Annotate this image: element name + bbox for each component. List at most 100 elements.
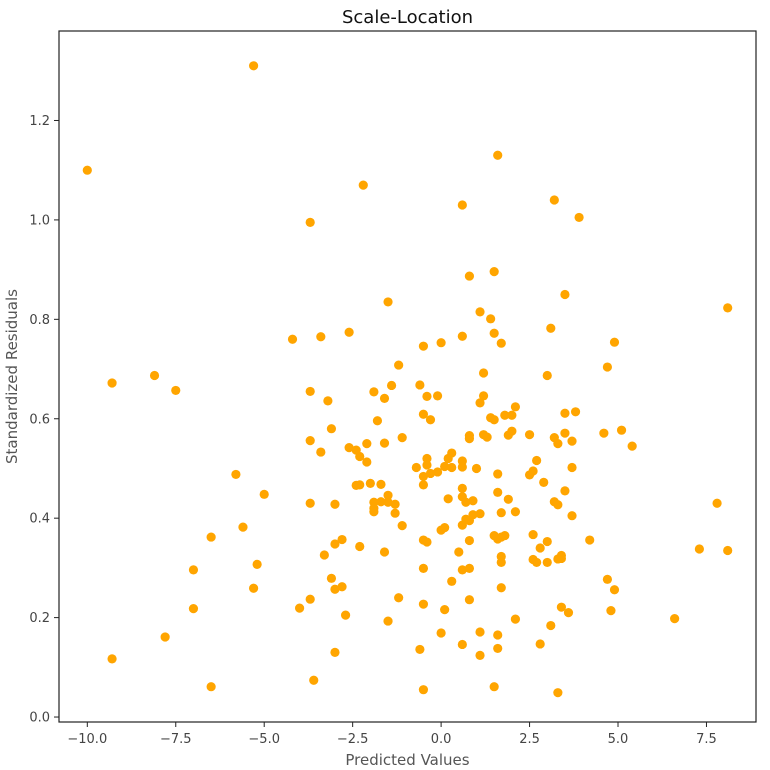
scatter-point bbox=[489, 682, 499, 692]
scatter-point bbox=[457, 565, 467, 575]
scatter-point bbox=[376, 497, 386, 507]
scatter-point bbox=[556, 602, 567, 612]
x-tick-label: 5.0 bbox=[608, 732, 629, 747]
scatter-point bbox=[305, 217, 315, 227]
scatter-point bbox=[493, 487, 503, 497]
scatter-point bbox=[510, 507, 521, 517]
scatter-point bbox=[440, 605, 450, 615]
scatter-point bbox=[560, 289, 570, 300]
scatter-point bbox=[616, 425, 627, 435]
scatter-point bbox=[560, 408, 570, 418]
scatter-point bbox=[330, 584, 340, 594]
scatter-point bbox=[602, 574, 613, 584]
scatter-point bbox=[567, 462, 577, 473]
scatter-point bbox=[383, 497, 393, 507]
scatter-point bbox=[507, 426, 517, 436]
x-axis-label: Predicted Values bbox=[345, 751, 469, 769]
scatter-point bbox=[447, 576, 457, 586]
scatter-point bbox=[379, 547, 390, 557]
scatter-point bbox=[259, 489, 269, 499]
scatter-point bbox=[330, 647, 340, 658]
scatter-point bbox=[418, 409, 429, 419]
scatter-point bbox=[447, 462, 457, 473]
scatter-point bbox=[503, 494, 513, 504]
scatter-point bbox=[457, 639, 467, 650]
scatter-point bbox=[553, 439, 563, 449]
scatter-point bbox=[287, 334, 298, 344]
scatter-point bbox=[475, 509, 485, 519]
scatter-point bbox=[475, 650, 485, 660]
scatter-point bbox=[723, 303, 733, 313]
scatter-point bbox=[500, 530, 510, 541]
scatter-point bbox=[206, 532, 216, 542]
scatter-point bbox=[457, 462, 467, 472]
scatter-point bbox=[362, 457, 372, 467]
scatter-point bbox=[468, 510, 478, 520]
scatter-point bbox=[358, 180, 368, 190]
y-axis-label: Standardized Residuals bbox=[3, 289, 21, 464]
scatter-point bbox=[496, 508, 506, 518]
scatter-point bbox=[206, 682, 216, 692]
scatter-point bbox=[464, 434, 475, 444]
scatter-point bbox=[418, 341, 429, 351]
scatter-point bbox=[567, 436, 577, 446]
scatter-point bbox=[478, 368, 489, 378]
scatter-point bbox=[418, 599, 429, 609]
scatter-point bbox=[489, 328, 499, 338]
scatter-point bbox=[570, 407, 581, 417]
scatter-point bbox=[493, 643, 503, 654]
scatter-point bbox=[337, 582, 347, 592]
scatter-point bbox=[496, 583, 506, 593]
plot-frame bbox=[58, 30, 757, 723]
scatter-point bbox=[436, 338, 446, 348]
scatter-point bbox=[82, 165, 92, 175]
scatter-point bbox=[553, 500, 563, 510]
scatter-point bbox=[365, 478, 375, 488]
scatter-point bbox=[323, 396, 333, 406]
scatter-point bbox=[316, 332, 326, 342]
scatter-point bbox=[510, 402, 521, 412]
scatter-point bbox=[542, 536, 552, 547]
y-tick-label: 0.0 bbox=[29, 711, 50, 726]
scatter-point bbox=[489, 415, 499, 425]
scatter-point bbox=[422, 460, 432, 470]
y-axis-ticks: 0.0 0.2 0.4 0.6 0.8 1.0 1.2 bbox=[29, 114, 59, 726]
scatter-point bbox=[471, 463, 482, 474]
x-tick-label: −2.5 bbox=[337, 732, 369, 747]
scatter-point bbox=[493, 150, 503, 160]
scatter-point bbox=[319, 550, 329, 560]
scatter-point bbox=[149, 370, 160, 381]
scatter-point bbox=[425, 415, 436, 425]
scatter-point bbox=[532, 557, 542, 568]
scatter-point bbox=[546, 323, 556, 333]
scatter-point bbox=[432, 467, 443, 477]
scatter-point bbox=[553, 688, 563, 698]
scatter-point bbox=[379, 393, 390, 403]
scatter-point bbox=[468, 496, 478, 506]
scatter-point bbox=[475, 307, 485, 317]
scatter-point bbox=[443, 494, 453, 504]
scatter-point bbox=[379, 438, 390, 448]
scatter-point bbox=[372, 416, 383, 426]
scatter-point bbox=[231, 469, 241, 480]
scatter-point bbox=[362, 439, 372, 449]
scatter-point bbox=[305, 436, 315, 446]
scatter-point bbox=[344, 442, 354, 453]
scatter-point bbox=[418, 685, 429, 695]
scatter-point bbox=[567, 511, 577, 521]
scatter-point bbox=[415, 644, 425, 655]
scatter-point bbox=[422, 453, 432, 464]
scatter-point bbox=[606, 606, 616, 616]
scatter-point bbox=[305, 594, 315, 604]
scatter-point bbox=[326, 424, 337, 434]
x-tick-label: 7.5 bbox=[696, 732, 717, 747]
scatter-point bbox=[394, 360, 404, 370]
scatter-point bbox=[496, 557, 506, 568]
scatter-point bbox=[563, 608, 574, 618]
scatter-point bbox=[376, 479, 386, 489]
scatter-point bbox=[560, 428, 570, 438]
x-tick-label: −7.5 bbox=[160, 732, 192, 747]
scatter-point bbox=[539, 477, 549, 487]
scatter-point bbox=[599, 428, 609, 438]
